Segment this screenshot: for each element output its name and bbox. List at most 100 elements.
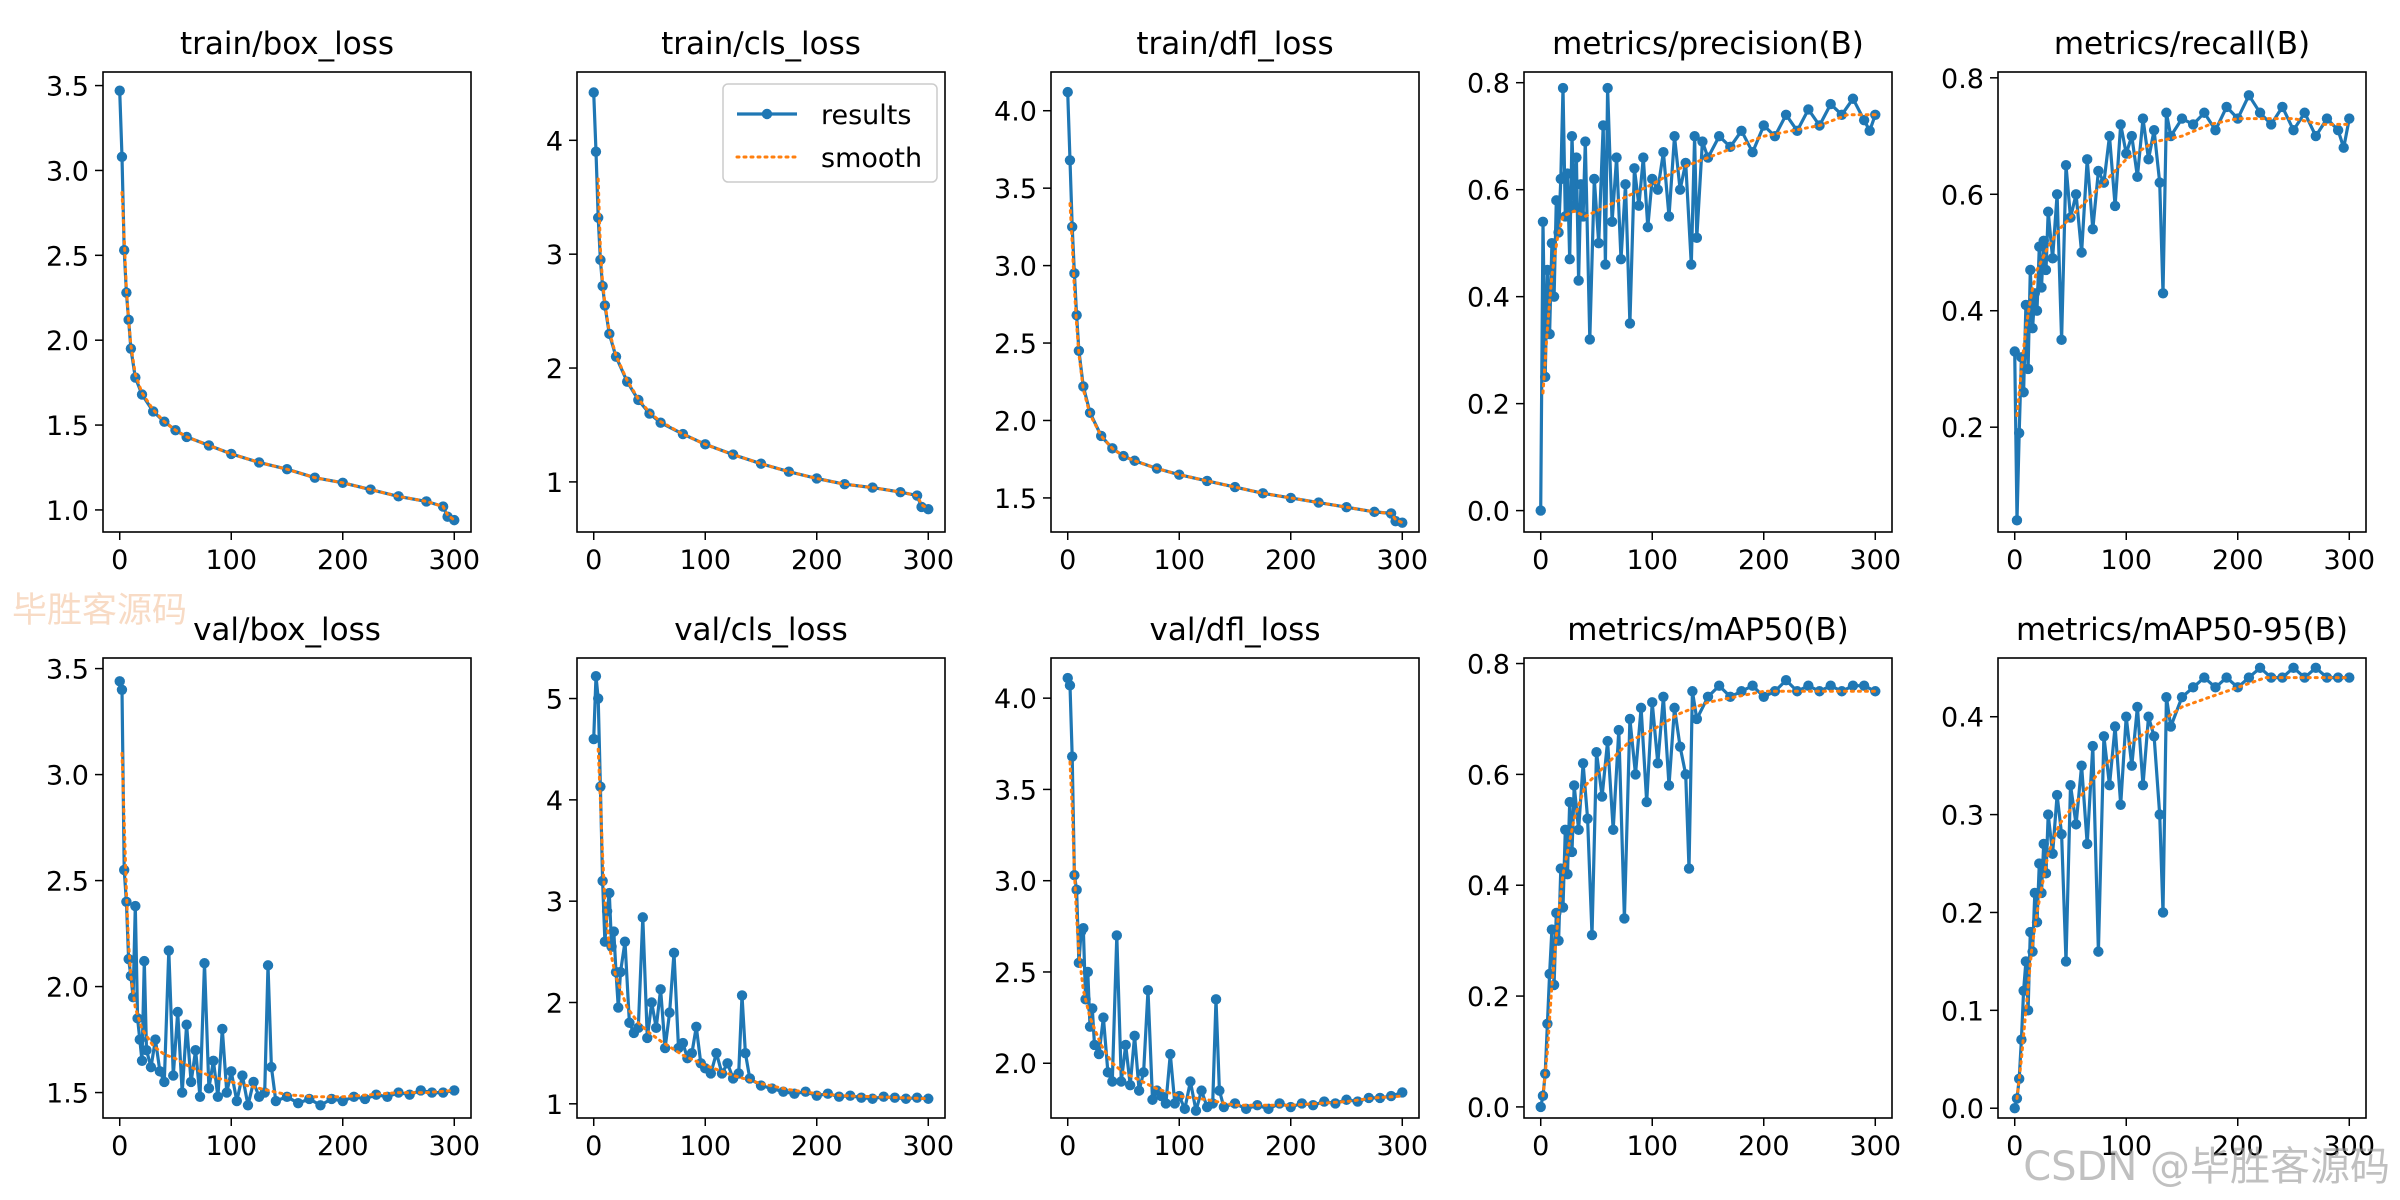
results-point [2288, 662, 2299, 673]
results-point [2243, 90, 2255, 101]
results-point [139, 955, 150, 967]
results-point [203, 1083, 215, 1094]
results-point [145, 1061, 157, 1073]
results-point [404, 1089, 415, 1100]
results-point [2254, 107, 2266, 118]
results-point [822, 1088, 834, 1099]
y-tick-label: 0.8 [1467, 650, 1510, 681]
x-tick-label: 300 [902, 545, 954, 576]
results-point [740, 1047, 751, 1059]
results-point [655, 984, 666, 995]
smooth-line [1541, 689, 1877, 1098]
results-point [1573, 275, 1584, 286]
results-point [1825, 680, 1836, 691]
y-tick-label: 0.2 [1941, 413, 1984, 444]
results-point [1165, 1048, 1176, 1060]
results-point [1062, 86, 1073, 98]
plot-area [1535, 82, 1881, 516]
results-point [668, 947, 680, 959]
x-tick-label: 100 [1153, 1131, 1205, 1162]
results-point [1218, 1101, 1230, 1113]
results-point [1836, 686, 1848, 697]
axes-frame [576, 71, 946, 533]
results-point [1803, 680, 1814, 691]
x-tick-label: 200 [2212, 1131, 2264, 1162]
results-point [2199, 672, 2210, 683]
results-line [1539, 86, 1877, 511]
results-point [1571, 152, 1582, 163]
y-tick-label: 2.5 [46, 241, 89, 272]
results-point [2232, 113, 2243, 124]
legend-box [722, 83, 938, 183]
x-tick-label: 300 [902, 1131, 954, 1162]
results-point [1535, 505, 1546, 516]
axes-frame [1050, 71, 1420, 533]
watermark-top: 毕胜客源码 [12, 591, 188, 631]
results-point [1663, 780, 1675, 791]
subplot-val-box-loss: val/box_loss 0 100 200 300 1.5 2.0 2.5 3.0 3.5 [46, 612, 480, 1162]
results-point [1602, 82, 1613, 94]
results-point [1142, 985, 1154, 996]
results-point [2098, 731, 2110, 742]
subplot-train-box-loss: train/box_loss 0 100 200 300 1.0 1.5 2.0 2.5 3.0 3… [46, 26, 480, 576]
results-point [1160, 1098, 1172, 1109]
results-point [2266, 119, 2277, 130]
smooth-line [120, 191, 456, 522]
results-point [1630, 769, 1641, 780]
results-point [2137, 780, 2149, 791]
results-point [1747, 680, 1758, 691]
results-point [1780, 109, 1792, 120]
plot-area [2009, 662, 2355, 1114]
results-point [1658, 691, 1669, 702]
y-tick-label: 2.0 [994, 406, 1037, 437]
results-point [1568, 200, 1580, 211]
results-point [348, 1091, 360, 1103]
results-point [1537, 216, 1549, 227]
results-point [1190, 1105, 1202, 1116]
results-point [1619, 913, 1630, 924]
results-point [2065, 780, 2076, 791]
results-point [1624, 318, 1636, 329]
results-point [2210, 125, 2221, 136]
results-point [185, 1076, 197, 1088]
x-tick-label: 100 [1626, 545, 1678, 576]
results-point [1864, 125, 1875, 137]
results-point [2070, 819, 2082, 830]
results-point [722, 1058, 733, 1069]
y-tick-label: 0.8 [1467, 69, 1510, 100]
results-point [1858, 680, 1870, 691]
y-tick-label: 0.4 [1467, 871, 1510, 902]
results-point [2126, 130, 2138, 142]
y-tick-label: 2.5 [994, 958, 1037, 989]
results-point [1566, 846, 1578, 858]
results-point [2115, 799, 2126, 811]
y-tick-label: 0.4 [1941, 703, 1984, 734]
results-point [1642, 221, 1653, 233]
results-point [1210, 994, 1222, 1005]
x-tick-label: 0 [111, 1131, 128, 1162]
y-tick-label: 5 [546, 685, 563, 716]
results-point [237, 1070, 248, 1081]
results-point [2132, 171, 2143, 183]
results-point [783, 466, 795, 477]
results-point [1374, 1092, 1386, 1104]
results-line [2013, 666, 2350, 1109]
axes-frame [576, 657, 946, 1119]
results-point [2321, 113, 2333, 124]
plot-area [114, 85, 460, 526]
x-tick-label: 100 [679, 545, 731, 576]
results-point [2093, 165, 2104, 177]
results-point [2288, 125, 2299, 136]
results-point [2009, 346, 2020, 357]
results-point [677, 1037, 689, 1049]
x-tick-label: 200 [1738, 1131, 1790, 1162]
results-point [212, 1091, 224, 1103]
results-point [1606, 216, 1618, 227]
results-point [1557, 82, 1569, 94]
results-point [2038, 235, 2049, 247]
results-point [1713, 680, 1725, 691]
y-tick-label: 0.2 [1467, 390, 1510, 421]
results-point [1600, 259, 1611, 270]
y-tick-label: 0.0 [1467, 1093, 1510, 1124]
results-point [2344, 113, 2355, 124]
